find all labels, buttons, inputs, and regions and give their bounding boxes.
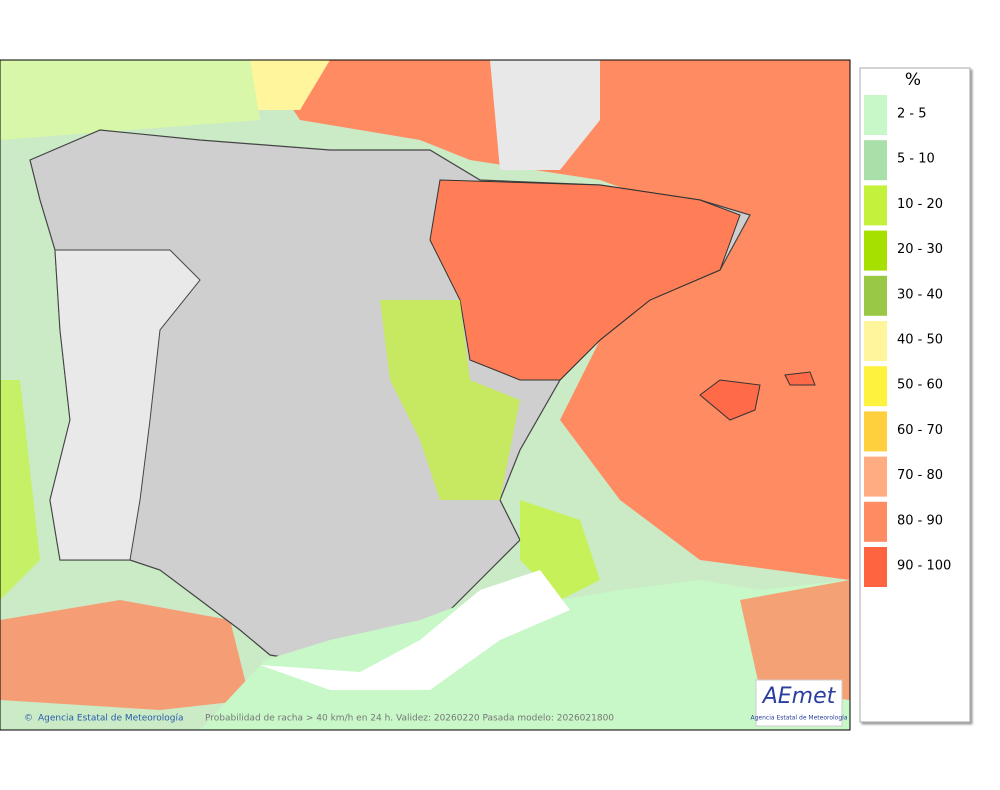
legend-label: 80 - 90	[897, 513, 943, 528]
legend-title: %	[905, 70, 921, 90]
legend: 2 - 5 5 - 10 10 - 20 20 - 30 30 - 40 40 - 50 5…	[864, 95, 951, 587]
legend-swatch	[864, 501, 887, 542]
legend-label: 50 - 60	[897, 378, 943, 393]
legend-swatch	[864, 185, 887, 226]
legend-swatch	[864, 230, 887, 271]
africa-west-sea	[0, 600, 250, 710]
legend-swatch	[864, 456, 887, 497]
caption: Probabilidad de racha > 40 km/h en 24 h.…	[205, 714, 614, 724]
legend-label: 90 - 100	[897, 559, 951, 574]
logo-subtitle: Agencia Estatal de Meteorología	[751, 715, 848, 722]
legend-swatch	[864, 547, 887, 587]
france-south	[700, 60, 850, 215]
map-frame	[0, 59, 851, 731]
legend-swatch	[864, 95, 887, 135]
legend-label: 60 - 70	[897, 423, 943, 438]
legend-label: 40 - 50	[897, 333, 943, 348]
west-band	[0, 380, 40, 600]
legend-label: 2 - 5	[897, 107, 927, 122]
africa-coast-band	[200, 580, 850, 730]
alboran-sea	[260, 570, 570, 690]
legend-swatch	[864, 140, 887, 181]
logo-name: AEmet	[761, 684, 837, 709]
mallorca	[699, 379, 761, 421]
legend-label: 5 - 10	[897, 152, 935, 167]
france-area	[490, 60, 600, 170]
logo-box	[755, 679, 843, 727]
portugal	[49, 249, 201, 561]
menorca	[784, 371, 816, 386]
band-yellow	[250, 60, 330, 110]
sea-high-prob	[260, 60, 850, 580]
legend-swatch	[864, 411, 887, 452]
legend-swatch	[864, 321, 887, 361]
legend-swatch	[864, 366, 887, 407]
legend-label: 70 - 80	[897, 468, 943, 483]
algeria-high	[740, 580, 850, 700]
legend-label: 20 - 30	[897, 242, 943, 257]
north-band	[0, 60, 260, 140]
legend-swatch	[864, 275, 887, 316]
legend-label: 10 - 20	[897, 197, 943, 212]
legend-label: 30 - 40	[897, 287, 943, 302]
credit: Agencia Estatal de Meteorología	[38, 714, 184, 724]
credit-icon: ©	[24, 714, 33, 724]
east-band	[380, 300, 520, 500]
